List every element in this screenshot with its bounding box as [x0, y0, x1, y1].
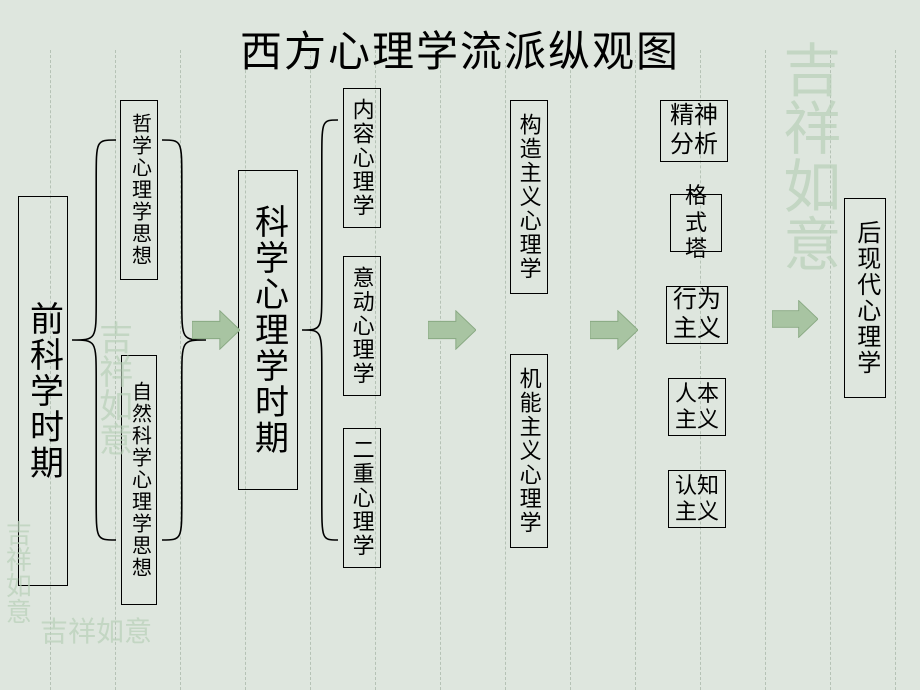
node-label: 精神分析: [670, 102, 718, 160]
node-label: 科学心理学时期: [248, 204, 287, 456]
node-prescience: 前科学时期: [18, 196, 68, 586]
node-psychoanal: 精神分析: [660, 100, 728, 162]
node-label: 哲学心理学思想: [128, 113, 151, 267]
node-label: 前科学时期: [23, 301, 62, 481]
node-label: 格式塔: [675, 183, 717, 262]
arrow-right-arrow2: [428, 310, 476, 350]
node-functional: 机能主义心理学: [510, 354, 548, 548]
node-postmodern: 后现代心理学: [844, 198, 886, 398]
node-label: 机能主义心理学: [516, 367, 541, 535]
node-natsci: 自然科学心理学思想: [121, 355, 157, 605]
brace-brace3: [302, 120, 338, 540]
node-label: 二重心理学: [349, 438, 374, 558]
node-dual: 二重心理学: [343, 428, 381, 568]
node-label: 人本主义: [675, 381, 719, 434]
node-science: 科学心理学时期: [238, 170, 298, 490]
node-humanist: 人本主义: [668, 378, 726, 436]
arrow-right-arrow4: [772, 300, 818, 338]
node-label: 行为主义: [673, 286, 721, 344]
arrow-right-arrow3: [590, 310, 638, 350]
node-label: 意动心理学: [349, 266, 374, 386]
node-content: 内容心理学: [343, 88, 381, 228]
watermark-seal: 吉祥如意: [40, 620, 152, 645]
diagram-title: 西方心理学流派纵观图: [0, 18, 920, 79]
node-label: 内容心理学: [349, 98, 374, 218]
brace-brace1: [72, 140, 116, 540]
node-label: 构造主义心理学: [516, 113, 541, 281]
node-gestalt: 格式塔: [670, 194, 722, 252]
node-act: 意动心理学: [343, 256, 381, 396]
node-cognitive: 认知主义: [668, 470, 726, 528]
node-behavior: 行为主义: [666, 286, 728, 344]
arrow-right-arrow1: [192, 310, 240, 350]
node-philo: 哲学心理学思想: [120, 100, 158, 280]
node-label: 后现代心理学: [851, 220, 879, 376]
node-label: 自然科学心理学思想: [128, 381, 151, 579]
node-label: 认知主义: [675, 473, 719, 526]
node-structural: 构造主义心理学: [510, 100, 548, 294]
